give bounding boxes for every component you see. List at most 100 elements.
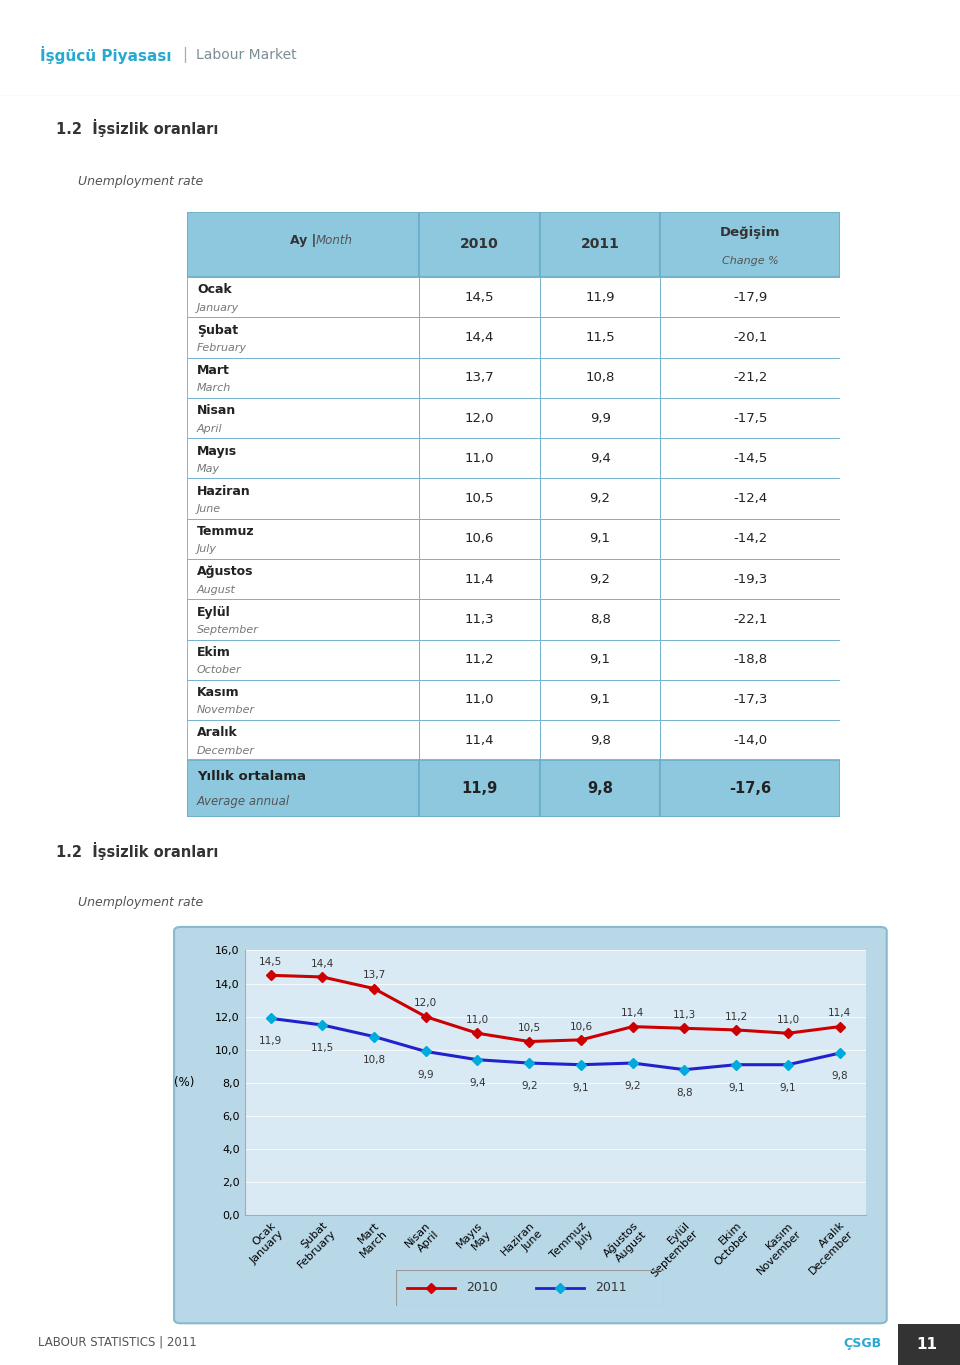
Bar [187, 560, 419, 599]
Text: Change %: Change % [722, 255, 779, 266]
Text: 14,4: 14,4 [311, 958, 334, 969]
Bar [540, 479, 660, 519]
Text: 12,0: 12,0 [414, 998, 438, 1009]
Bar [660, 358, 840, 399]
Text: December: December [197, 745, 255, 756]
Text: 9,4: 9,4 [589, 452, 611, 465]
Text: 9,9: 9,9 [589, 411, 611, 425]
Bar [540, 212, 660, 277]
Text: 2011: 2011 [595, 1282, 626, 1294]
Bar [419, 599, 540, 639]
Bar [660, 599, 840, 639]
Text: Unemployment rate: Unemployment rate [79, 895, 204, 909]
Bar [419, 358, 540, 399]
Bar [419, 212, 540, 277]
Bar [419, 560, 540, 599]
Text: 10,8: 10,8 [586, 371, 614, 385]
Text: -18,8: -18,8 [733, 652, 767, 666]
Text: 2010: 2010 [466, 1282, 498, 1294]
Text: -17,6: -17,6 [730, 781, 771, 796]
Bar [660, 318, 840, 358]
FancyBboxPatch shape [174, 927, 887, 1323]
Text: Şubat: Şubat [197, 324, 238, 337]
Bar [540, 719, 660, 760]
Text: 14,4: 14,4 [465, 330, 494, 344]
Text: 11,5: 11,5 [311, 1043, 334, 1052]
Bar [540, 639, 660, 680]
Text: Mayıs: Mayıs [197, 445, 237, 457]
Bar [660, 760, 840, 816]
Bar [540, 358, 660, 399]
Text: 11,4: 11,4 [828, 1009, 852, 1018]
Text: June: June [197, 504, 221, 515]
Text: Mart: Mart [197, 364, 229, 377]
Bar [187, 479, 419, 519]
Bar [187, 318, 419, 358]
Bar [187, 760, 419, 816]
Text: 9,2: 9,2 [589, 572, 611, 586]
Text: Ocak: Ocak [197, 284, 231, 296]
Bar [419, 399, 540, 438]
Text: 11,9: 11,9 [259, 1036, 282, 1047]
Text: 10,5: 10,5 [465, 491, 494, 505]
Text: -17,3: -17,3 [733, 693, 767, 707]
Text: -14,2: -14,2 [733, 532, 767, 546]
Text: Yıllık ortalama: Yıllık ortalama [197, 770, 306, 782]
Text: 9,9: 9,9 [418, 1070, 434, 1080]
Text: 9,1: 9,1 [573, 1082, 589, 1093]
Text: 11,9: 11,9 [586, 291, 614, 304]
Bar [540, 760, 660, 816]
Text: 9,2: 9,2 [624, 1081, 641, 1091]
Text: 9,1: 9,1 [589, 652, 611, 666]
Text: -12,4: -12,4 [733, 491, 767, 505]
Text: Kasım: Kasım [197, 687, 240, 699]
Bar [187, 358, 419, 399]
Text: 13,7: 13,7 [362, 971, 386, 980]
Text: Ay |: Ay | [290, 233, 316, 247]
Text: 11,3: 11,3 [465, 613, 494, 627]
Bar [540, 399, 660, 438]
Text: April: April [197, 423, 223, 434]
Text: 11,3: 11,3 [673, 1010, 696, 1020]
Text: 9,8: 9,8 [589, 733, 611, 747]
Text: 9,8: 9,8 [588, 781, 613, 796]
Text: Nisan: Nisan [197, 404, 236, 418]
Text: 2011: 2011 [581, 238, 619, 251]
Bar [540, 519, 660, 560]
Bar [187, 438, 419, 479]
Bar [419, 277, 540, 317]
Text: 2010: 2010 [460, 238, 498, 251]
Bar [660, 399, 840, 438]
Text: 9,1: 9,1 [780, 1082, 796, 1093]
Text: May: May [197, 464, 220, 474]
Text: 10,8: 10,8 [363, 1055, 386, 1065]
Text: İşgücü Piyasası: İşgücü Piyasası [40, 46, 172, 64]
Bar [540, 560, 660, 599]
Text: 9,2: 9,2 [521, 1081, 538, 1091]
Bar [419, 680, 540, 721]
Y-axis label: (%): (%) [175, 1077, 195, 1089]
Bar [660, 212, 840, 277]
Text: November: November [197, 706, 255, 715]
Text: -20,1: -20,1 [733, 330, 767, 344]
Text: 8,8: 8,8 [589, 613, 611, 627]
Bar [660, 519, 840, 560]
Text: 11,4: 11,4 [465, 572, 494, 586]
Text: Aralık: Aralık [197, 726, 238, 740]
Text: Labour Market: Labour Market [196, 48, 297, 63]
Bar [540, 277, 660, 317]
Bar [540, 599, 660, 639]
Text: 1.2  İşsizlik oranları: 1.2 İşsizlik oranları [56, 119, 218, 136]
Text: 12,0: 12,0 [465, 411, 494, 425]
Text: 9,1: 9,1 [728, 1082, 745, 1093]
Text: 11,0: 11,0 [465, 452, 494, 465]
Text: Average annual: Average annual [197, 794, 290, 808]
Text: 11,4: 11,4 [621, 1009, 644, 1018]
Text: August: August [197, 584, 236, 595]
Text: Temmuz: Temmuz [197, 526, 254, 538]
Text: Ağustos: Ağustos [197, 565, 253, 579]
Text: -14,5: -14,5 [733, 452, 767, 465]
Text: ÇSGB: ÇSGB [843, 1336, 881, 1350]
Text: 11,4: 11,4 [465, 733, 494, 747]
Text: 9,8: 9,8 [831, 1072, 848, 1081]
